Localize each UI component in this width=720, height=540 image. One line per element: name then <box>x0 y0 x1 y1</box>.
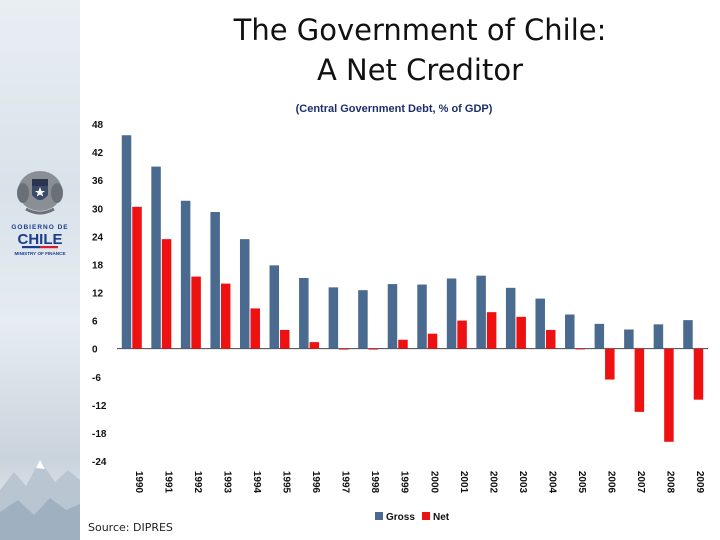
bar-net-1999 <box>398 339 408 349</box>
y-tick-label: 36 <box>92 176 104 187</box>
legend-swatch-net <box>422 512 430 520</box>
x-tick-label: 2000 <box>428 471 439 494</box>
y-tick-label: -6 <box>92 373 101 384</box>
x-tick-label: 1991 <box>162 471 173 494</box>
x-tick-label: 1993 <box>221 471 232 494</box>
bar-gross-1994 <box>239 239 250 349</box>
x-tick-label: 2008 <box>665 471 676 494</box>
bar-net-2008 <box>664 348 674 442</box>
slide-title-line1: The Government of Chile: <box>233 13 607 47</box>
y-tick-label: 48 <box>92 120 104 131</box>
bar-net-2000 <box>427 333 438 349</box>
bar-gross-2001 <box>446 278 457 349</box>
gobierno-de-chile-logo: GOBIERNO DE CHILE MINISTRY OF FINANCE <box>6 165 74 265</box>
slide-title-line2: A Net Creditor <box>316 53 524 87</box>
y-tick-label: -12 <box>92 401 107 412</box>
x-tick-label: 2009 <box>694 471 705 494</box>
bar-gross-1999 <box>387 284 398 349</box>
x-tick-label: 2003 <box>517 471 528 494</box>
x-tick-label: 1999 <box>399 471 410 494</box>
y-tick-label: 0 <box>92 345 98 356</box>
bar-gross-2006 <box>594 323 605 349</box>
bar-net-2003 <box>516 316 526 349</box>
y-tick-label: 30 <box>92 204 104 215</box>
logo-line2: CHILE <box>18 231 63 248</box>
bar-gross-2000 <box>417 284 427 349</box>
bar-net-2001 <box>457 320 467 349</box>
bar-gross-1990 <box>121 135 132 349</box>
bar-net-2005 <box>575 348 586 350</box>
bar-gross-1998 <box>358 290 368 349</box>
bar-net-2007 <box>634 348 645 412</box>
bar-net-1998 <box>368 348 379 350</box>
bar-net-1997 <box>339 348 349 350</box>
bar-gross-2009 <box>683 320 693 349</box>
y-tick-label: 24 <box>92 232 104 243</box>
bar-net-1990 <box>132 206 142 349</box>
x-tick-label: 2005 <box>576 471 587 494</box>
bar-gross-1991 <box>151 166 161 349</box>
bar-net-1994 <box>250 308 260 349</box>
x-tick-label: 2007 <box>635 471 646 494</box>
x-tick-label: 1992 <box>192 471 203 494</box>
y-tick-label: 18 <box>92 260 104 271</box>
chart-subtitle: (Central Government Debt, % of GDP) <box>296 103 493 115</box>
x-tick-label: 1994 <box>251 471 262 494</box>
bar-net-2006 <box>605 348 615 380</box>
x-tick-label: 1998 <box>369 471 380 494</box>
y-tick-label: -24 <box>92 457 107 468</box>
coat-of-arms-icon <box>17 171 63 215</box>
bar-net-1993 <box>220 283 231 349</box>
y-tick-label: -18 <box>92 429 107 440</box>
bar-gross-1995 <box>269 265 280 349</box>
bar-net-1991 <box>161 239 172 349</box>
y-tick-label: 42 <box>92 148 104 159</box>
x-tick-label: 2001 <box>458 471 469 494</box>
bar-gross-2008 <box>653 324 664 349</box>
bar-gross-2005 <box>565 314 575 349</box>
chart-legend: Gross Net <box>375 512 450 523</box>
x-tick-label: 2002 <box>487 471 498 494</box>
left-decorative-panel: GOBIERNO DE CHILE MINISTRY OF FINANCE <box>0 0 80 540</box>
bar-net-2004 <box>545 329 556 349</box>
y-tick-label: 6 <box>92 317 98 328</box>
bar-gross-2004 <box>535 298 545 349</box>
mountain-background-image <box>0 460 80 540</box>
logo-line3: MINISTRY OF FINANCE <box>14 251 65 256</box>
x-tick-label: 1997 <box>340 471 351 494</box>
chart-bars <box>121 135 704 442</box>
bar-gross-2007 <box>624 329 634 349</box>
bar-net-2002 <box>486 312 497 349</box>
x-tick-label: 1996 <box>310 471 321 494</box>
slide-title: The Government of Chile: A Net Creditor <box>150 10 690 90</box>
bar-gross-1992 <box>180 200 191 349</box>
legend-swatch-gross <box>375 512 383 520</box>
source-note: Source: DIPRES <box>88 521 173 534</box>
legend-label-net: Net <box>433 512 450 523</box>
x-tick-label: 1995 <box>281 471 292 494</box>
bar-net-1992 <box>191 276 201 349</box>
bar-net-1996 <box>309 342 320 349</box>
x-tick-label: 2006 <box>606 471 617 494</box>
bar-net-1995 <box>280 329 290 349</box>
bar-gross-2002 <box>476 275 486 349</box>
bar-gross-1997 <box>328 287 339 349</box>
x-tick-label: 1990 <box>133 471 144 494</box>
logo-line1: GOBIERNO DE <box>11 224 68 231</box>
legend-label-gross: Gross <box>386 512 415 523</box>
bar-gross-1996 <box>299 277 309 349</box>
x-tick-label: 2004 <box>546 471 557 494</box>
bar-gross-2003 <box>505 287 516 349</box>
bar-gross-1993 <box>210 211 220 349</box>
chart-labels: 48 42 36 30 24 18 12 6 0 -6 -12 -18 -24 1990 1991 1992 1… <box>92 120 705 494</box>
y-tick-label: 12 <box>92 289 104 300</box>
bar-net-2009 <box>693 348 704 400</box>
